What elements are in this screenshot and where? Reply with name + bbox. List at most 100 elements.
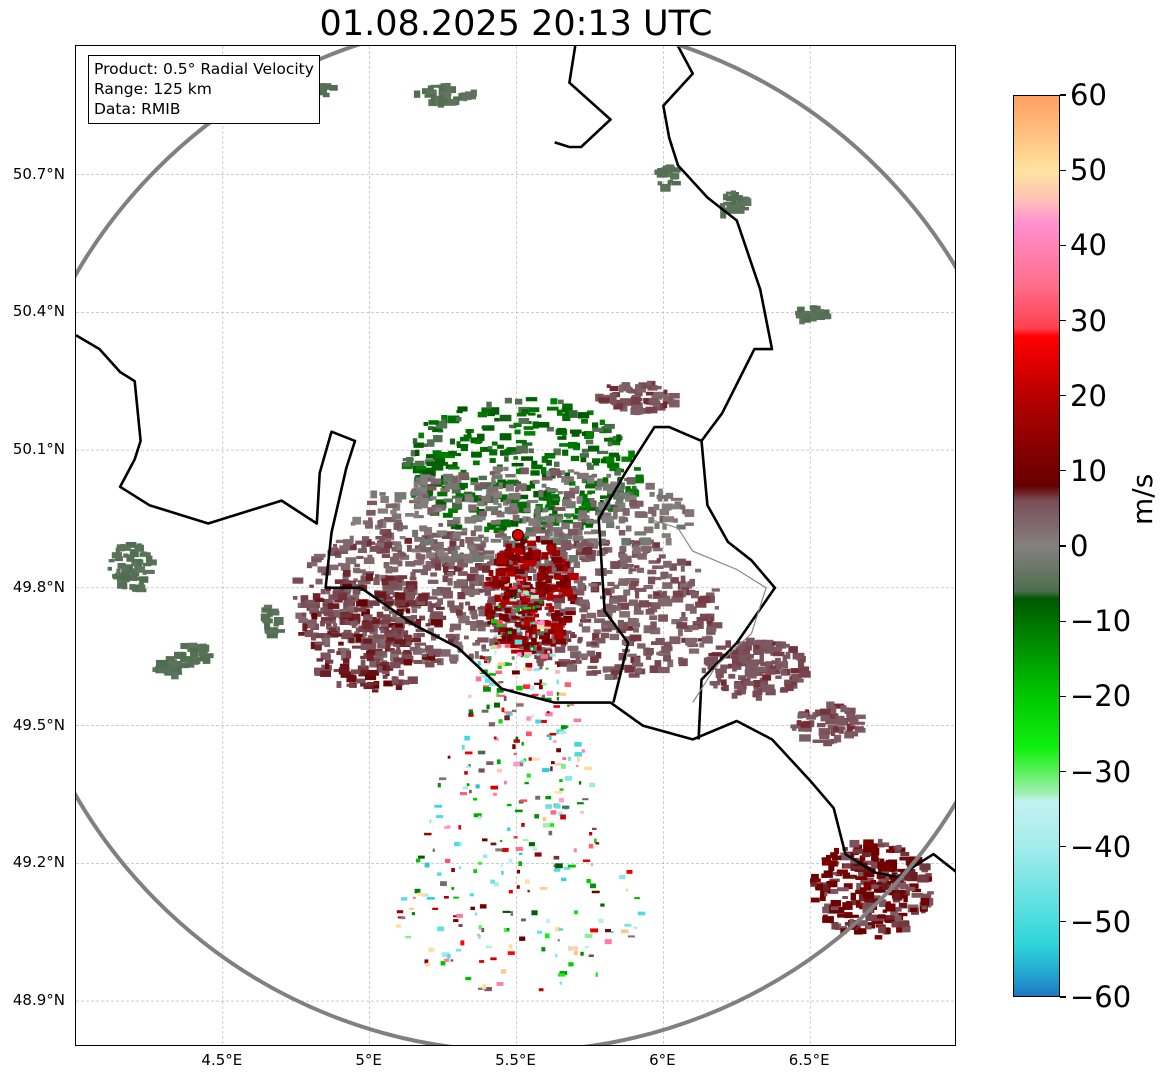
echo-cell <box>450 959 454 962</box>
echo-cell <box>525 662 533 668</box>
echo-cell <box>558 731 567 735</box>
echo-cell <box>541 456 548 463</box>
echo-cell <box>619 546 627 553</box>
echo-cell <box>343 658 350 664</box>
echo-cell <box>519 613 526 622</box>
echo-cell <box>478 608 491 617</box>
echo-cell <box>555 926 561 932</box>
echo-cell <box>464 735 470 741</box>
echo-cell <box>375 536 386 540</box>
echo-cell <box>547 488 558 493</box>
echo-cell <box>492 619 498 624</box>
echo-cell <box>526 500 531 509</box>
echo-cell <box>498 631 501 635</box>
echo-cell <box>448 508 458 514</box>
echo-cell <box>389 560 401 565</box>
echo-cell <box>460 940 465 946</box>
echo-cell <box>900 847 906 852</box>
radar-map[interactable] <box>75 45 956 1046</box>
echo-cell <box>353 594 360 602</box>
echo-cell <box>617 476 622 483</box>
echo-cell <box>470 530 476 537</box>
echo-cell <box>473 813 482 818</box>
colorbar-tick-label: 30 <box>1070 303 1107 338</box>
echo-cell <box>375 543 384 548</box>
echo-cell <box>598 397 610 403</box>
echo-cell <box>404 640 412 646</box>
echo-cell <box>472 460 480 466</box>
echo-cell <box>489 615 495 622</box>
echo-cell <box>477 625 486 632</box>
echo-cell <box>755 639 767 647</box>
echo-cell <box>620 399 631 406</box>
echo-cell <box>408 621 421 626</box>
echo-cell <box>551 761 555 765</box>
echo-cell <box>685 603 694 611</box>
echo-cell <box>492 613 503 618</box>
echo-cell <box>490 957 497 961</box>
echo-cell <box>790 724 800 729</box>
echo-cell <box>595 506 603 515</box>
echo-cell <box>543 823 551 828</box>
echo-cell <box>595 842 600 845</box>
echo-cell <box>487 660 490 664</box>
echo-cell <box>367 669 380 676</box>
echo-cell <box>635 591 640 599</box>
echo-cell <box>738 675 747 681</box>
echo-cell <box>579 493 588 500</box>
echo-cell <box>726 204 737 211</box>
echo-cell <box>353 620 358 627</box>
echo-cell <box>569 487 580 494</box>
echo-cell <box>589 832 593 836</box>
echo-cell <box>493 527 505 534</box>
echo-cell <box>405 561 416 567</box>
echo-cell <box>871 917 884 925</box>
colorbar-tick <box>1060 620 1066 622</box>
echo-cell <box>828 865 835 871</box>
echo-cell <box>657 493 663 502</box>
echo-cell <box>511 462 524 467</box>
echo-cell <box>478 475 487 481</box>
echo-cell <box>117 581 125 589</box>
lat-tick-label: 49.2°N <box>12 853 65 872</box>
echo-cell <box>510 520 519 527</box>
product-info-box: Product: 0.5° Radial Velocity Range: 125… <box>88 55 320 124</box>
echo-cell <box>829 878 840 882</box>
echo-cell <box>644 398 649 405</box>
echo-cell <box>496 636 502 639</box>
echo-cell <box>390 509 397 515</box>
echo-cell <box>604 498 611 504</box>
echo-cell <box>900 874 912 881</box>
echo-cell <box>141 552 151 557</box>
echo-cell <box>634 603 641 611</box>
echo-cell <box>498 602 506 609</box>
echo-cell <box>304 629 314 638</box>
echo-cell <box>836 718 847 726</box>
echo-cell <box>435 606 445 610</box>
echo-cell <box>490 646 495 650</box>
echo-cell <box>706 656 719 665</box>
echo-cell <box>511 554 520 559</box>
echo-cell <box>528 518 537 526</box>
echo-cell <box>871 855 879 861</box>
echo-cell <box>431 633 436 641</box>
echo-cell <box>528 592 532 597</box>
echo-cell <box>634 588 647 592</box>
echo-cell <box>591 890 600 894</box>
echo-cell <box>585 439 594 445</box>
echo-cell <box>720 210 727 219</box>
colorbar-tick <box>1060 695 1066 697</box>
echo-cell <box>358 669 369 677</box>
echo-cell <box>812 310 817 314</box>
echo-cell <box>376 611 384 618</box>
echo-cell <box>428 947 435 953</box>
echo-cell <box>557 551 568 559</box>
echo-cell <box>456 441 461 447</box>
echo-cell <box>401 897 408 901</box>
echo-cell <box>493 498 498 505</box>
echo-cell <box>796 720 801 726</box>
echo-cell <box>879 873 886 882</box>
echo-cell <box>625 492 630 497</box>
echo-cell <box>594 838 597 844</box>
echo-cell <box>386 596 393 600</box>
